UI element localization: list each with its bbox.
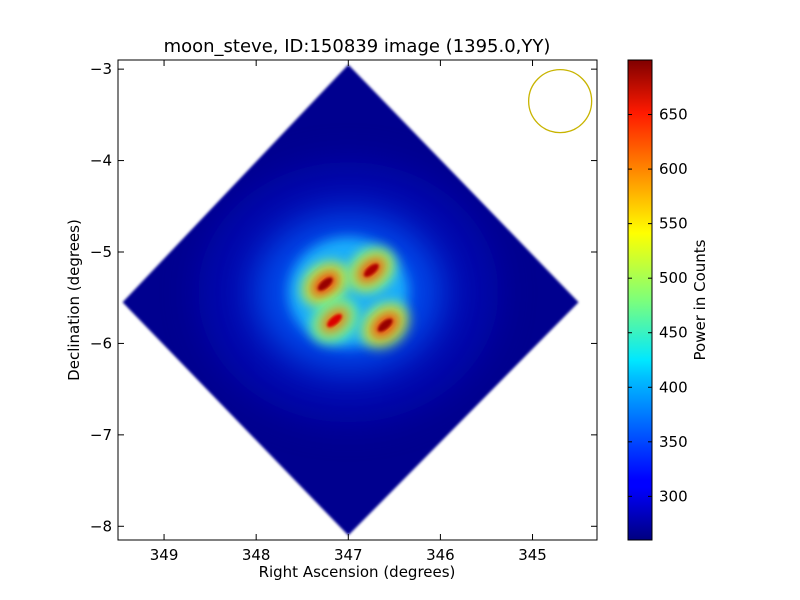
x-tick-label: 348 bbox=[242, 546, 271, 564]
colorbar-label: Power in Counts bbox=[691, 239, 709, 360]
colorbar-frame bbox=[627, 59, 653, 541]
y-tick-label: −3 bbox=[90, 60, 112, 78]
x-tick-label: 349 bbox=[150, 546, 179, 564]
colorbar-tick-label: 350 bbox=[659, 433, 688, 451]
axes-frame bbox=[117, 59, 598, 541]
colorbar-gradient bbox=[628, 60, 652, 540]
y-axis: −3 −4 −5 −6 −7 −8 bbox=[90, 60, 597, 535]
source-blob-upper-right bbox=[347, 247, 396, 293]
y-tick-label: −5 bbox=[90, 243, 112, 261]
colorbar-tick-label: 550 bbox=[659, 215, 688, 233]
x-tick-label: 347 bbox=[334, 546, 363, 564]
x-axis: 349 348 347 346 345 bbox=[150, 60, 547, 564]
source-blob-lower-left bbox=[310, 297, 359, 344]
beam-marker-circle bbox=[528, 68, 593, 134]
colorbar-tick-label: 600 bbox=[659, 160, 688, 178]
x-tick-label: 346 bbox=[426, 546, 455, 564]
y-tick-label: −4 bbox=[90, 152, 112, 170]
y-axis-label: Declination (degrees) bbox=[65, 219, 83, 381]
heatmap-image bbox=[122, 64, 579, 536]
x-tick-label: 345 bbox=[518, 546, 547, 564]
y-tick-label: −8 bbox=[90, 517, 112, 535]
source-blob-lower-right bbox=[361, 302, 409, 348]
colorbar: 300 350 400 450 500 550 600 650 Power in Counts bbox=[627, 59, 709, 541]
chart-title: moon_steve, ID:150839 image (1395.0,YY) bbox=[164, 36, 551, 57]
colorbar-tick-label: 650 bbox=[659, 106, 688, 124]
colorbar-tick-label: 450 bbox=[659, 324, 688, 342]
y-tick-label: −6 bbox=[90, 334, 112, 352]
colorbar-tick-label: 400 bbox=[659, 378, 688, 396]
colorbar-tick-label: 300 bbox=[659, 487, 688, 505]
x-axis-label: Right Ascension (degrees) bbox=[259, 563, 456, 581]
y-tick-label: −7 bbox=[90, 426, 112, 444]
source-blob-upper-left bbox=[301, 261, 349, 307]
colorbar-tick-label: 500 bbox=[659, 269, 688, 287]
